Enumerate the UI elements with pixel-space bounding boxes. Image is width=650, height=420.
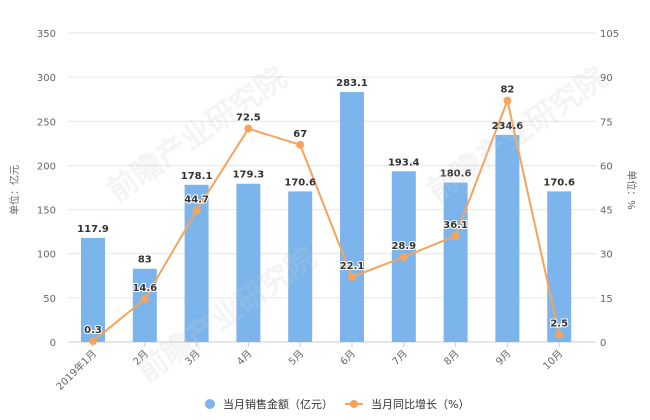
line-value-label: 22.1: [340, 261, 365, 272]
left-tick-label: 200: [37, 161, 56, 172]
right-tick-label: 15: [600, 294, 613, 305]
legend: 当月销售金额（亿元） 当月同比增长（%）: [0, 396, 650, 416]
line-value-label: 2.5: [550, 319, 568, 330]
bar: [340, 92, 364, 342]
line-path: [92, 97, 561, 342]
bar-value-label: 193.4: [388, 157, 420, 168]
bar-value-label: 179.3: [233, 170, 265, 181]
line-point: [503, 96, 512, 105]
x-tick-label: 3月: [183, 348, 203, 368]
left-axis-ticks: 0 50 100 150 200 250 300 350: [37, 29, 56, 349]
line-point: [399, 252, 408, 261]
bar: [288, 191, 313, 342]
bar-value-label: 283.1: [336, 78, 368, 89]
line-value-label: 72.5: [236, 113, 261, 124]
bar: [547, 191, 572, 342]
left-tick-label: 50: [43, 294, 56, 305]
line-point: [451, 231, 460, 240]
bar-value-label: 234.6: [492, 121, 524, 132]
line-point: [244, 124, 253, 133]
legend-label-bar: 当月销售金额（亿元）: [223, 398, 333, 411]
x-tick-label: 2019年1月: [53, 347, 99, 393]
bar: [443, 182, 468, 342]
line-value-label: 14.6: [132, 283, 157, 294]
x-tick-label: 8月: [442, 348, 462, 368]
right-tick-label: 90: [600, 73, 613, 84]
x-tick-label: 6月: [338, 348, 358, 368]
right-tick-label: 105: [600, 29, 619, 40]
bar-value-label: 180.6: [440, 169, 472, 180]
bar-series: [81, 92, 572, 342]
x-tick-label: 7月: [390, 348, 410, 368]
x-axis-ticks: 2019年1月 2月 3月 4月 5月 6月 7月 8月 9月 10月: [53, 342, 565, 393]
left-axis-title: 单位：亿元: [8, 165, 21, 215]
line-value-label: 67: [293, 129, 307, 140]
bar: [236, 183, 261, 342]
bar-value-label: 170.6: [284, 177, 316, 188]
bar-value-label: 83: [138, 255, 152, 266]
x-tick-label: 10月: [541, 348, 566, 373]
bar-legend-dot-icon: [205, 399, 215, 409]
x-tick-label: 5月: [286, 348, 306, 368]
right-axis-title: 单位：%: [625, 170, 638, 210]
x-tick-label: 2月: [131, 348, 151, 368]
line-value-label: 44.7: [184, 194, 209, 205]
legend-item-bar[interactable]: 当月销售金额（亿元）: [205, 396, 333, 412]
legend-label-line: 当月同比增长（%）: [371, 398, 470, 411]
right-tick-label: 0: [600, 338, 606, 349]
line-value-label: 82: [500, 85, 514, 96]
legend-item-line[interactable]: 当月同比增长（%）: [345, 396, 469, 412]
line-point: [140, 295, 149, 304]
left-tick-label: 350: [37, 29, 56, 40]
left-tick-label: 250: [37, 117, 56, 128]
bar: [81, 237, 105, 342]
line-point: [89, 337, 97, 346]
line-point: [296, 140, 305, 149]
line-series: [89, 96, 564, 346]
line-value-label: 28.9: [391, 241, 416, 252]
left-tick-label: 0: [50, 338, 56, 349]
right-tick-label: 75: [600, 117, 613, 128]
right-axis-ticks: 0 15 30 45 60 75 90 105: [600, 29, 619, 349]
line-point: [555, 330, 564, 339]
bar: [495, 134, 520, 342]
right-tick-label: 60: [600, 161, 613, 172]
right-tick-label: 45: [600, 206, 613, 217]
left-tick-label: 300: [37, 73, 56, 84]
line-value-label: 36.1: [443, 220, 468, 231]
left-tick-label: 100: [37, 250, 56, 261]
right-tick-label: 30: [600, 250, 613, 261]
line-point: [348, 272, 356, 281]
bar-value-label: 170.6: [543, 177, 575, 188]
x-tick-label: 4月: [234, 348, 254, 368]
bar-value-label: 178.1: [181, 171, 213, 182]
bar-value-label: 117.9: [77, 224, 109, 235]
line-legend-marker-icon: [345, 399, 363, 409]
data-labels: 117.9 83 178.1 179.3 170.6 283.1 193.4 180.6 234…: [77, 78, 575, 337]
line-value-label: 0.3: [84, 325, 102, 336]
left-tick-label: 150: [37, 206, 56, 217]
line-point: [192, 206, 201, 215]
x-tick-label: 9月: [493, 348, 513, 368]
